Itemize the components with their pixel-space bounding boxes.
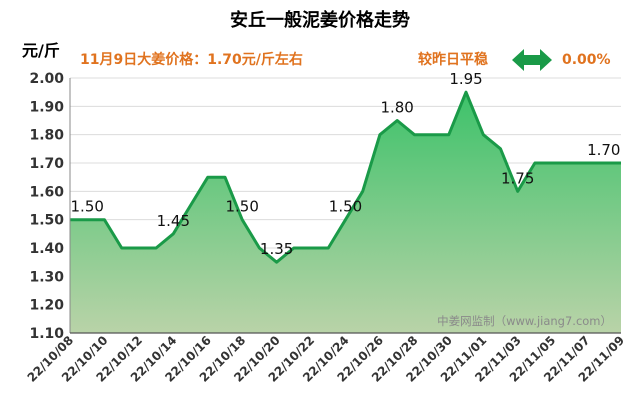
price-note: 11月9日大姜价格：1.70元/斤左右 xyxy=(80,51,303,68)
data-label: 1.80 xyxy=(380,99,413,117)
x-tick-labels: 22/10/0822/10/1022/10/1222/10/1422/10/16… xyxy=(25,333,628,385)
data-label: 1.35 xyxy=(260,240,293,258)
double-arrow-icon xyxy=(512,49,552,71)
change-percent: 0.00% xyxy=(562,52,611,68)
compare-label: 较昨日平稳 xyxy=(418,51,488,68)
y-axis-unit: 元/斤 xyxy=(22,41,60,60)
y-tick-labels: 1.10 1.20 1.30 1.40 1.50 1.60 1.70 1.80 1.90 2.00 xyxy=(29,71,64,342)
axes xyxy=(69,78,621,334)
price-area xyxy=(70,92,621,333)
y-tick-label: 1.60 xyxy=(29,184,64,200)
y-tick-label: 1.40 xyxy=(29,241,64,257)
y-tick-label: 1.20 xyxy=(29,298,64,314)
y-tick-label: 1.80 xyxy=(29,128,64,144)
data-label: 1.70 xyxy=(587,141,620,159)
data-labels: 1.50 1.45 1.50 1.35 1.50 1.80 1.95 1.75 1.70 xyxy=(71,70,621,258)
data-label: 1.95 xyxy=(449,70,482,88)
y-tick-label: 1.50 xyxy=(29,213,64,229)
chart-title: 安丘一般泥姜价格走势 xyxy=(230,9,410,31)
data-label: 1.75 xyxy=(501,169,534,187)
data-label: 1.50 xyxy=(225,198,258,216)
y-tick-label: 2.00 xyxy=(29,71,64,87)
watermark: 中姜网监制（www.jiang7.com） xyxy=(437,314,612,328)
y-tick-label: 1.70 xyxy=(29,156,64,172)
price-line xyxy=(70,90,621,264)
data-label: 1.50 xyxy=(71,198,104,216)
y-tick-label: 1.10 xyxy=(29,326,64,342)
data-label: 1.50 xyxy=(329,198,362,216)
data-label: 1.45 xyxy=(157,212,190,230)
y-tick-label: 1.90 xyxy=(29,99,64,115)
y-tick-label: 1.30 xyxy=(29,269,64,285)
